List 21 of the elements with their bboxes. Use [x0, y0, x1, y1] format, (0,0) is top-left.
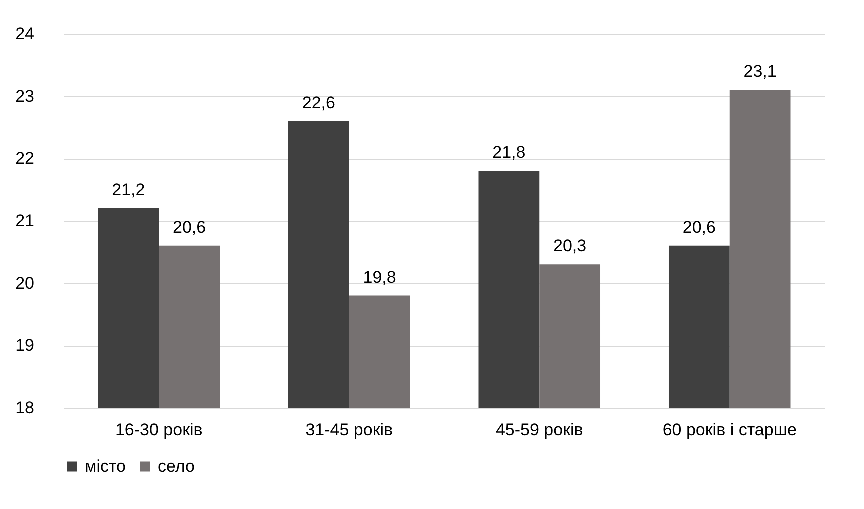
- y-tick-label: 21: [16, 212, 34, 230]
- x-tick-label: 31-45 років: [306, 420, 394, 440]
- x-tick-label: 60 років і старше: [662, 420, 797, 440]
- y-tick-label: 22: [16, 149, 34, 168]
- data-label: 21,2: [112, 180, 146, 200]
- legend-label: місто: [85, 456, 126, 476]
- data-label: 22,6: [302, 93, 336, 112]
- data-label: 20,6: [682, 218, 716, 237]
- y-tick-label: 19: [16, 336, 34, 356]
- x-tick-label: 16-30 років: [115, 420, 203, 440]
- x-tick-label: 45-59 років: [496, 420, 584, 440]
- y-tick-label: 23: [16, 86, 34, 106]
- y-tick-label: 18: [16, 398, 34, 418]
- data-label: 20,3: [554, 236, 587, 256]
- y-tick-label: 20: [16, 274, 34, 293]
- data-label: 21,8: [492, 143, 526, 162]
- data-label: 23,1: [744, 62, 777, 82]
- y-tick-label: 24: [16, 24, 34, 44]
- data-label: 20,6: [173, 218, 206, 237]
- legend-label: село: [158, 456, 195, 476]
- data-label: 19,8: [363, 268, 396, 287]
